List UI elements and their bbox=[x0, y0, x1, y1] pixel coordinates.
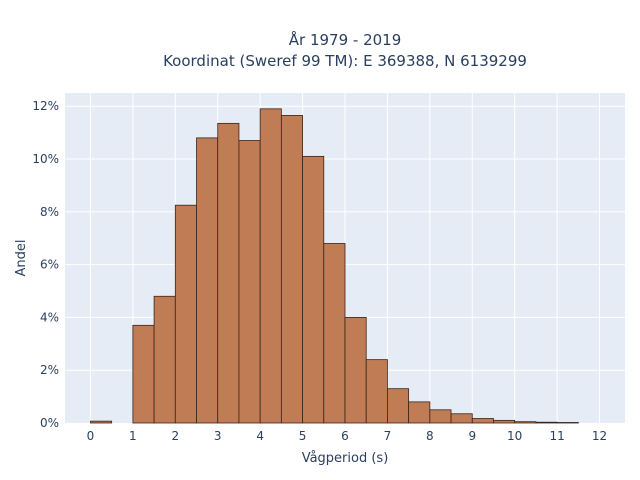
histogram-bar bbox=[556, 422, 579, 424]
x-tick-label: 4 bbox=[256, 429, 264, 443]
histogram-bar bbox=[387, 388, 410, 424]
y-tick-label: 0% bbox=[40, 416, 59, 430]
histogram-bar bbox=[132, 324, 155, 424]
x-tick-label: 0 bbox=[87, 429, 95, 443]
histogram-bar bbox=[259, 108, 282, 424]
x-tick-label: 7 bbox=[384, 429, 392, 443]
x-tick-label: 9 bbox=[468, 429, 476, 443]
x-tick-label: 10 bbox=[507, 429, 522, 443]
x-axis-label: Vågperiod (s) bbox=[302, 451, 389, 466]
y-tick-label: 6% bbox=[40, 258, 59, 272]
x-axis-ticks: 0 1 2 3 4 5 6 7 8 9 10 11 12 bbox=[87, 429, 608, 443]
x-tick-label: 11 bbox=[549, 429, 564, 443]
histogram-bar bbox=[302, 155, 325, 424]
y-tick-label: 4% bbox=[40, 310, 59, 324]
bars-group bbox=[90, 108, 579, 424]
histogram-bar bbox=[450, 413, 473, 424]
histogram-bar bbox=[344, 316, 367, 424]
histogram-bar bbox=[471, 418, 494, 424]
histogram-bar bbox=[493, 419, 516, 424]
histogram-bar bbox=[408, 401, 431, 424]
histogram-bar bbox=[323, 243, 346, 424]
histogram-bar bbox=[174, 204, 197, 424]
histogram-bar bbox=[90, 420, 113, 424]
histogram-bar bbox=[217, 122, 240, 424]
y-tick-label: 10% bbox=[32, 152, 59, 166]
histogram-bar bbox=[280, 115, 303, 424]
histogram-bar bbox=[514, 421, 537, 424]
x-tick-label: 2 bbox=[171, 429, 179, 443]
x-tick-label: 5 bbox=[299, 429, 307, 443]
y-axis-label: Andel bbox=[14, 240, 29, 277]
y-tick-label: 8% bbox=[40, 205, 59, 219]
histogram-bar bbox=[535, 421, 558, 424]
histogram-bar bbox=[365, 359, 388, 424]
x-tick-label: 8 bbox=[426, 429, 434, 443]
x-tick-label: 6 bbox=[341, 429, 349, 443]
y-tick-label: 2% bbox=[40, 363, 59, 377]
chart-title: År 1979 - 2019 bbox=[289, 30, 402, 49]
histogram-bar bbox=[238, 140, 261, 424]
chart-subtitle: Koordinat (Sweref 99 TM): E 369388, N 61… bbox=[163, 52, 527, 70]
chart-title-group: År 1979 - 2019 Koordinat (Sweref 99 TM):… bbox=[163, 30, 527, 70]
histogram-bar bbox=[153, 295, 176, 424]
x-tick-label: 3 bbox=[214, 429, 222, 443]
histogram-bar bbox=[429, 409, 452, 424]
x-tick-label: 12 bbox=[592, 429, 607, 443]
histogram-bar bbox=[196, 137, 219, 424]
y-axis-ticks: 0% 2% 4% 6% 8% 10% 12% bbox=[32, 99, 59, 430]
x-tick-label: 1 bbox=[129, 429, 137, 443]
y-tick-label: 12% bbox=[32, 99, 59, 113]
